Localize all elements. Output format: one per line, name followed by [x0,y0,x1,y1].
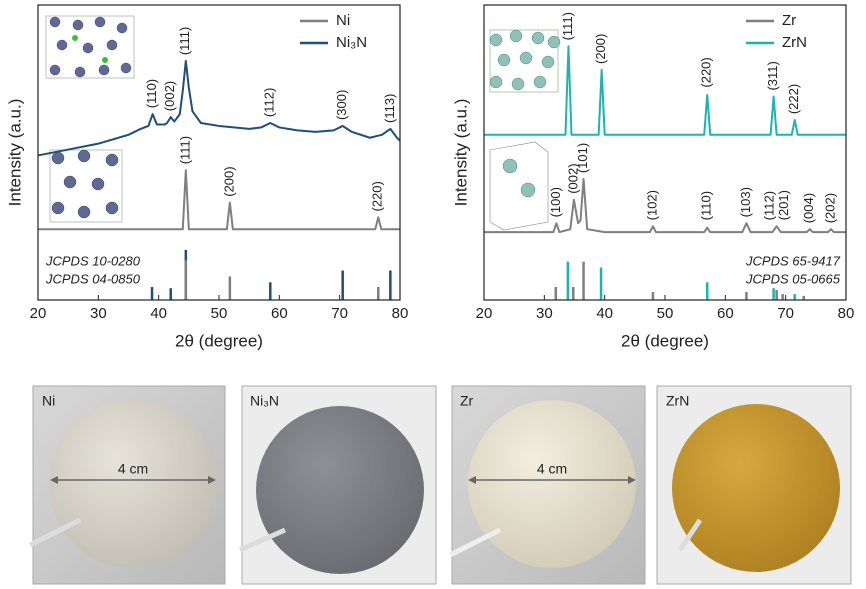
scale-label: 4 cm [118,461,148,477]
x-tick-label: 50 [211,305,228,322]
photo-label: Zr [460,393,474,409]
crystal-inset [49,149,123,223]
xrd-line [484,178,846,234]
peak-label: (103) [738,187,753,217]
tweezers [448,527,502,558]
x-axis-label: 2θ (degree) [621,331,709,350]
peak-label: (200) [593,34,608,64]
peak-label: (300) [334,90,349,120]
peak-label: (112) [262,88,277,117]
peak-label: (110) [699,191,714,220]
legend-label: Zr [782,12,796,29]
x-tick-label: 20 [30,305,47,322]
sample-disk [49,400,217,568]
peak-label: (111) [177,136,192,164]
peak-label: (100) [548,187,563,217]
photo-panel: ZrN [656,385,852,585]
peak-label: (222) [786,84,801,114]
x-tick-label: 80 [392,305,409,322]
x-tick-label: 60 [271,305,288,322]
x-tick-label: 70 [777,305,794,322]
reference-label: JCPDS 10-0280 [45,253,141,268]
x-tick-label: 40 [150,305,167,322]
x-tick-label: 20 [476,305,493,322]
x-tick-label: 70 [331,305,348,322]
peak-label: (311) [765,61,780,90]
legend-label: Ni [336,12,350,29]
legend-label: Ni₃N [336,34,367,51]
peak-label: (220) [699,57,714,87]
x-tick-label: 50 [657,305,674,322]
crystal-inset [489,29,561,93]
sample-disk [468,400,636,568]
reference-label: JCPDS 65-9417 [745,253,841,268]
tweezers [28,517,82,548]
x-tick-label: 30 [90,305,107,322]
legend-label: ZrN [782,34,807,51]
x-tick-label: 60 [717,305,734,322]
x-tick-label: 30 [536,305,553,322]
peak-label: (102) [644,190,659,220]
scale-label: 4 cm [537,461,567,477]
photo-panel: Ni₃N [238,385,437,585]
peak-label: (101) [575,143,590,173]
xrd-line [484,45,846,136]
photo-panel: 4 cm Ni [28,385,226,585]
photo-label: ZrN [666,393,689,409]
sample-disk [672,404,840,572]
y-axis-label: Intensity (a.u.) [5,99,24,207]
peak-label: (002) [565,163,580,193]
peak-label: (110) [144,79,159,108]
peak-label: (201) [776,190,791,220]
tweezers [238,527,287,553]
photo-label: Ni [42,393,55,409]
y-axis-label: Intensity (a.u.) [451,99,470,207]
peak-label: (002) [162,81,177,111]
peak-label: (111) [560,12,575,40]
crystal-inset [45,15,135,79]
peak-label: (202) [822,193,837,223]
peak-label: (200) [221,166,236,196]
peak-label: (220) [370,181,385,211]
sample-disk [256,406,424,574]
peak-label: (111) [177,27,192,55]
peak-label: (112) [761,191,776,220]
tweezers [677,518,703,552]
peak-label: (113) [382,94,397,123]
x-tick-label: 80 [838,305,855,322]
reference-label: JCPDS 04-0850 [45,271,141,286]
peak-label: (004) [801,193,816,223]
photo-row: 4 cm Ni Ni₃N 4 cm Zr ZrN [28,385,852,585]
xrd-line [37,60,401,157]
x-tick-label: 40 [596,305,613,322]
crystal-inset [489,141,549,231]
xrd-line [38,169,400,231]
photo-panel: 4 cm Zr [448,385,646,585]
photo-label: Ni₃N [250,393,279,409]
x-axis-label: 2θ (degree) [175,331,263,350]
reference-label: JCPDS 05-0665 [745,271,841,286]
